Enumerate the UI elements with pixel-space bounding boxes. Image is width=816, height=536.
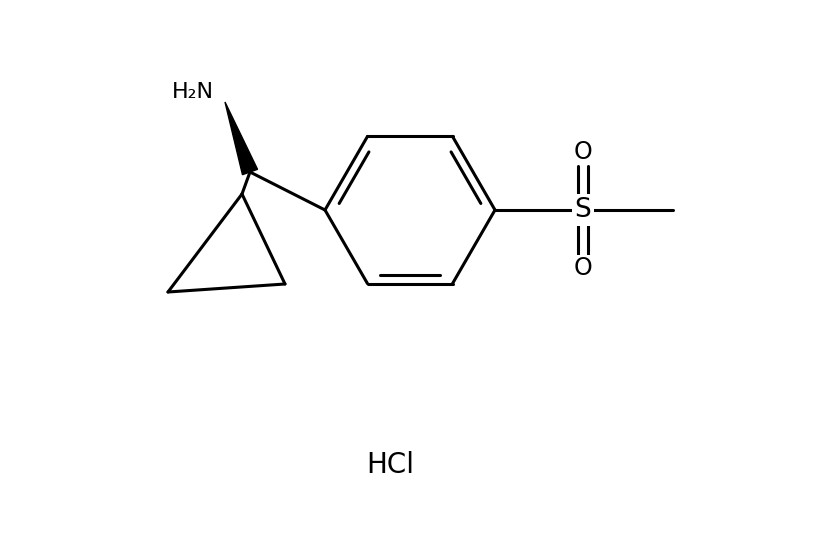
Text: HCl: HCl <box>366 451 414 479</box>
Text: O: O <box>574 256 592 280</box>
Text: O: O <box>574 140 592 164</box>
Text: S: S <box>574 197 592 223</box>
Text: H₂N: H₂N <box>172 82 214 102</box>
Polygon shape <box>225 102 258 175</box>
